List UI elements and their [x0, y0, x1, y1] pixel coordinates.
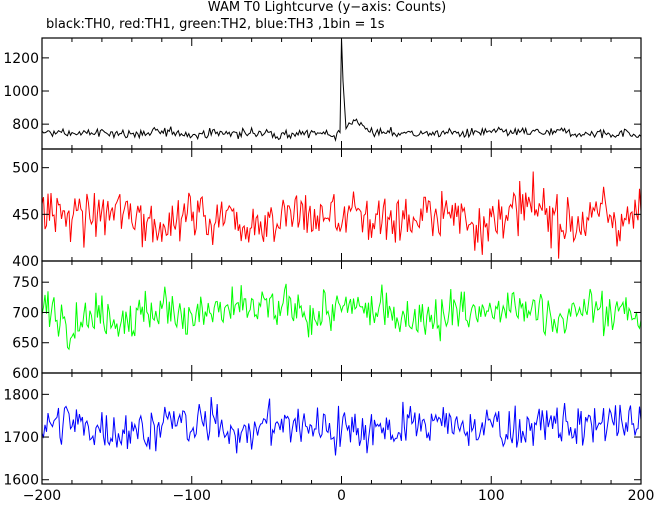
y-tick-label: 1200	[3, 51, 39, 67]
y-tick-label: 700	[12, 305, 39, 321]
y-tick-label: 450	[12, 207, 39, 223]
y-tick-label: 1000	[3, 84, 39, 100]
y-tick-label: 1700	[3, 430, 39, 446]
y-tick-label: 600	[12, 366, 39, 382]
y-tick-label: 400	[12, 254, 39, 270]
y-tick-label: 650	[12, 336, 39, 352]
y-tick-label: 1800	[3, 387, 39, 403]
series-th1	[41, 171, 642, 259]
y-tick-label: 750	[12, 275, 39, 291]
series-th0	[41, 37, 642, 143]
series-th2	[41, 283, 642, 351]
y-tick-label: 1600	[3, 473, 39, 489]
chart-subtitle: black:TH0, red:TH1, green:TH2, blue:TH3 …	[46, 17, 385, 32]
y-tick-label: 500	[12, 161, 39, 177]
x-tick-label: 0	[337, 488, 346, 504]
x-tick-label: −100	[173, 488, 211, 504]
x-tick-label: 200	[628, 488, 654, 504]
chart-title: WAM T0 Lightcurve (y−axis: Counts)	[207, 0, 447, 15]
series-th3	[41, 396, 642, 456]
x-tick-label: −200	[23, 488, 61, 504]
x-tick-label: 100	[478, 488, 505, 504]
y-tick-label: 800	[12, 117, 39, 133]
